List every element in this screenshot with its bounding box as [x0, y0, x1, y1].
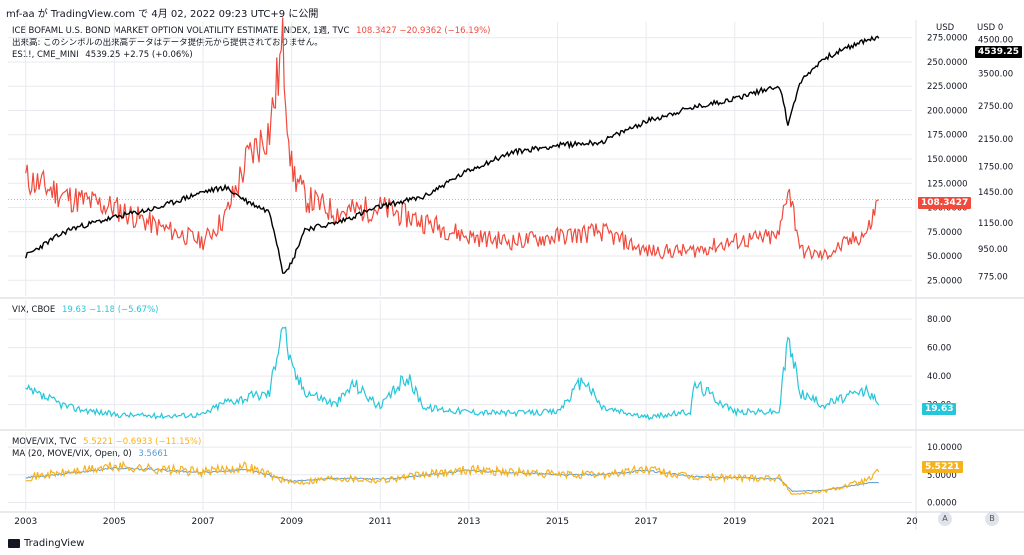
move-price-tag: 108.3427 [918, 197, 972, 209]
left-axis-tick: 150.0000 [927, 155, 968, 165]
right-axis-tick: 775.00 [978, 272, 1008, 282]
ratio-series-line [25, 460, 880, 495]
ratio-legend-value: 5.5221 −0.6933 (−11.15%) [83, 437, 202, 447]
left-axis-tick: 175.0000 [927, 131, 968, 141]
vix-legend: VIX, CBOE 19.63 −1.18 (−5.67%) [12, 305, 158, 316]
es-legend-name: ES1!, CME_MINI [12, 50, 79, 60]
x-tick-label: 2021 [812, 517, 835, 527]
es-legend-value: 4539.25 +2.75 (+0.06%) [85, 50, 193, 60]
move-legend: ICE BOFAML U.S. BOND MARKET OPTION VOLAT… [12, 26, 491, 37]
right-axis-unit: USD 0 [977, 23, 1004, 33]
move-series-line [25, 17, 879, 262]
footer: TradingView [8, 538, 84, 549]
vix-price-tag: 19.63 [922, 403, 957, 415]
x-tick-label: 2013 [457, 517, 480, 527]
vix-series-line [25, 326, 880, 421]
footer-brand: TradingView [24, 538, 85, 549]
vix-legend-name: VIX, CBOE [12, 305, 56, 315]
volume-legend-name: 出来高: このシンボルの出来高データはデータ提供元から提供されておりません。 [12, 38, 323, 48]
es-series-line [25, 35, 880, 274]
right-axis-tick: 2150.00 [978, 135, 1013, 145]
right-axis-tick: 1150.00 [978, 219, 1013, 229]
left-axis-tick: 275.0000 [927, 34, 968, 44]
x-tick-label: 2011 [369, 517, 392, 527]
right-axis-tick: 1450.00 [978, 188, 1013, 198]
left-axis-tick: 225.0000 [927, 82, 968, 92]
left-axis-tick: 25.0000 [927, 276, 962, 286]
left-axis-unit: USD [936, 23, 955, 33]
right-axis-tick: 4500.00 [978, 35, 1013, 45]
x-tick-label: 2005 [103, 517, 126, 527]
x-tick-label: 2009 [280, 517, 303, 527]
move-legend-name: ICE BOFAML U.S. BOND MARKET OPTION VOLAT… [12, 26, 350, 36]
ma-legend: MA (20, MOVE/VIX, Open, 0) 3.5661 [12, 449, 168, 460]
x-tick-label: 20 [906, 517, 918, 527]
vix-axis-tick: 60.00 [927, 344, 951, 354]
x-tick-label: 2007 [192, 517, 215, 527]
ratio-axis-tick: 10.0000 [927, 443, 962, 453]
right-axis-tick: 1750.00 [978, 163, 1013, 173]
ma-legend-name: MA (20, MOVE/VIX, Open, 0) [12, 449, 132, 459]
left-axis-tick: 250.0000 [927, 58, 968, 68]
left-axis-tick: 50.0000 [927, 252, 962, 262]
right-axis-tick: 950.00 [978, 245, 1008, 255]
right-axis-tick: 3500.00 [978, 69, 1013, 79]
ratio-legend-name: MOVE/VIX, TVC [12, 437, 77, 447]
publish-note: mf-aa が TradingView.com で 4月 02, 2022 09… [6, 9, 319, 20]
ratio-axis-tick: 5.0000 [927, 471, 957, 481]
vix-axis-tick: 80.00 [927, 315, 951, 325]
ma-series-line [25, 467, 879, 493]
x-tick-label: 2015 [546, 517, 569, 527]
es-price-tag: 4539.25 [975, 46, 1022, 58]
vix-legend-value: 19.63 −1.18 (−5.67%) [61, 305, 159, 315]
ratio-axis-tick: 0.0000 [927, 498, 957, 508]
es-legend: ES1!, CME_MINI 4539.25 +2.75 (+0.06%) [12, 50, 193, 61]
ratio-legend: MOVE/VIX, TVC 5.5221 −0.6933 (−11.15%) [12, 437, 201, 448]
volume-legend: 出来高: このシンボルの出来高データはデータ提供元から提供されておりません。 [12, 38, 323, 49]
ma-legend-value: 3.5661 [138, 449, 169, 459]
left-axis-tick: 125.0000 [927, 179, 968, 189]
axis-auto-button[interactable]: A [938, 512, 952, 526]
tradingview-logo-icon [8, 539, 20, 548]
x-tick-label: 2019 [723, 517, 746, 527]
left-axis-tick: 75.0000 [927, 228, 962, 238]
move-legend-value: 108.3427 −20.9362 (−16.19%) [356, 26, 491, 36]
x-tick-label: 2003 [14, 517, 37, 527]
ratio-price-tag: 5.5221 [922, 461, 963, 473]
axis-b-button[interactable]: B [985, 512, 999, 526]
right-axis-tick: 2750.00 [978, 102, 1013, 112]
left-axis-tick: 200.0000 [927, 106, 968, 116]
vix-axis-tick: 40.00 [927, 372, 951, 382]
x-tick-label: 2017 [635, 517, 658, 527]
